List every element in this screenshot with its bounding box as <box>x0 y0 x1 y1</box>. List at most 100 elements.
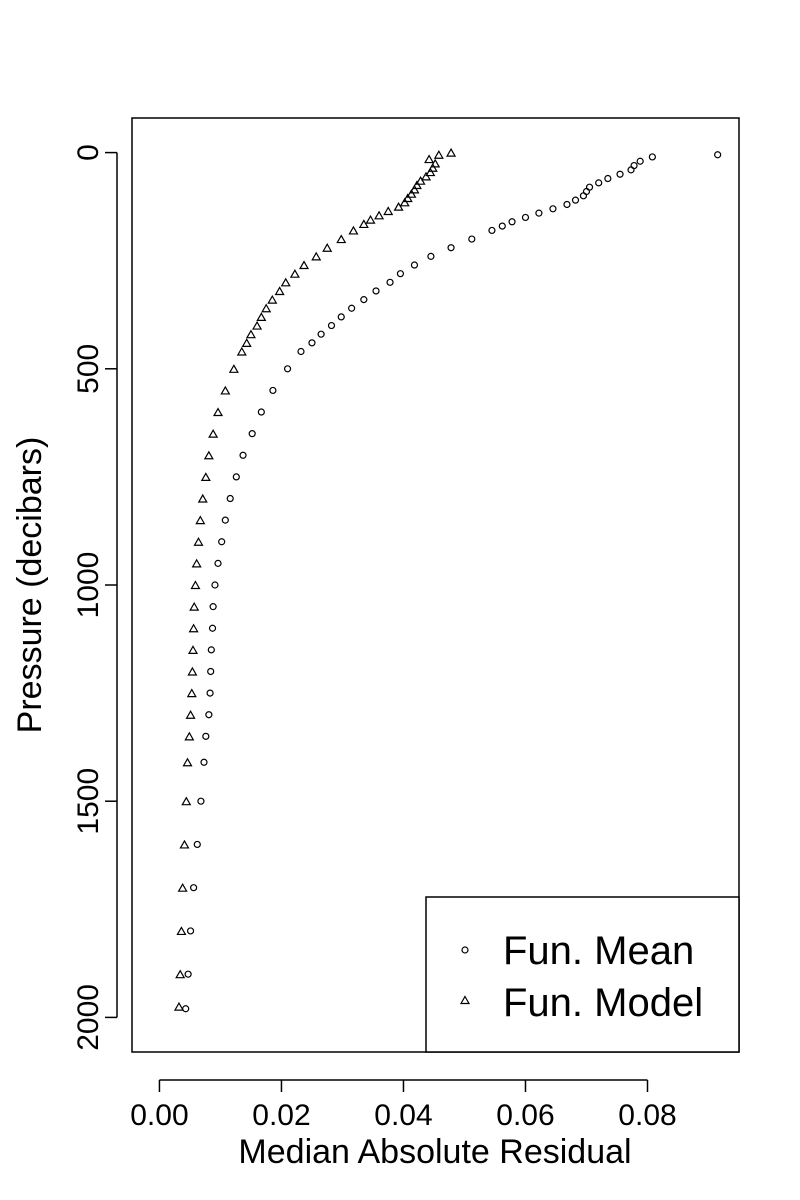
point-fun-model <box>411 180 422 190</box>
point-fun-model <box>336 234 347 244</box>
point-fun-model <box>189 601 200 611</box>
point-fun-mean <box>211 581 219 589</box>
point-fun-mean <box>209 603 217 611</box>
point-fun-mean <box>348 304 356 312</box>
x-axis-title: Median Absolute Residual <box>238 1133 631 1171</box>
point-fun-mean <box>627 166 635 174</box>
legend: Fun. Mean Fun. Model <box>425 896 740 1053</box>
point-fun-mean <box>714 151 722 159</box>
legend-marker-fun-mean <box>461 946 469 954</box>
point-fun-mean <box>595 179 603 187</box>
point-fun-mean <box>468 235 476 243</box>
point-fun-model <box>383 206 394 216</box>
point-fun-mean <box>579 192 588 200</box>
point-fun-model <box>188 623 199 633</box>
point-fun-model <box>311 251 322 261</box>
point-fun-mean <box>427 252 435 260</box>
point-fun-model <box>181 796 192 806</box>
point-fun-mean <box>207 667 215 676</box>
y-tick-label: 0 <box>72 144 105 161</box>
point-fun-model <box>425 167 436 177</box>
point-fun-model <box>245 329 256 339</box>
point-fun-mean <box>206 689 214 697</box>
point-fun-model <box>173 1001 185 1011</box>
point-fun-model <box>374 210 385 220</box>
point-fun-mean <box>208 624 217 632</box>
point-fun-mean <box>200 758 208 766</box>
point-fun-mean <box>604 174 612 183</box>
point-fun-mean <box>308 339 316 347</box>
point-fun-mean <box>248 430 256 438</box>
point-fun-model <box>236 346 247 356</box>
point-fun-mean <box>372 287 380 295</box>
x-tick-label: 0.02 <box>252 1099 310 1132</box>
point-fun-mean <box>488 226 496 235</box>
point-fun-mean <box>218 538 226 546</box>
point-fun-model <box>208 428 219 438</box>
legend-box <box>425 896 740 1053</box>
point-fun-model <box>195 515 206 525</box>
y-axis: 0 500 1000 1500 2000 <box>72 144 118 1051</box>
point-fun-model <box>252 320 263 330</box>
point-fun-mean <box>337 313 345 321</box>
point-fun-model <box>185 710 196 719</box>
point-fun-model <box>256 312 267 322</box>
point-fun-model <box>358 219 369 229</box>
point-fun-mean <box>648 153 656 161</box>
point-fun-model <box>220 385 231 395</box>
point-fun-mean <box>257 408 265 416</box>
point-fun-model <box>203 450 214 460</box>
point-fun-mean <box>207 646 215 654</box>
point-fun-model <box>274 286 285 296</box>
x-tick-label: 0.08 <box>618 1099 676 1132</box>
y-tick-label: 500 <box>72 344 105 394</box>
point-fun-mean <box>636 157 644 165</box>
point-fun-model <box>175 969 186 979</box>
point-fun-model <box>187 666 198 676</box>
point-fun-mean <box>297 347 305 356</box>
y-tick-label: 1000 <box>72 552 105 619</box>
point-fun-model <box>393 201 404 211</box>
point-fun-model <box>241 338 252 347</box>
point-fun-model <box>212 407 224 417</box>
point-fun-mean <box>508 218 516 226</box>
point-fun-model <box>424 154 435 164</box>
point-fun-mean <box>535 209 543 217</box>
x-axis: 0.00 0.02 0.04 0.06 0.08 <box>130 1079 677 1132</box>
point-fun-model <box>430 158 441 168</box>
point-fun-mean <box>205 711 213 719</box>
point-fun-mean <box>360 296 368 304</box>
point-fun-mean <box>184 970 192 978</box>
point-fun-mean <box>214 559 222 567</box>
point-fun-model <box>182 757 193 767</box>
point-fun-mean <box>498 222 506 230</box>
point-fun-mean <box>269 386 277 395</box>
legend-label-fun-mean: Fun. Mean <box>503 929 694 973</box>
point-fun-mean <box>239 451 247 459</box>
point-fun-model <box>415 175 426 185</box>
point-fun-model <box>193 537 204 546</box>
point-fun-mean <box>616 170 624 178</box>
point-fun-model <box>187 645 199 654</box>
y-tick-label: 1500 <box>72 768 105 835</box>
point-fun-model <box>289 268 300 278</box>
point-fun-model <box>409 184 420 194</box>
point-fun-mean <box>571 196 580 204</box>
point-fun-model <box>197 493 208 503</box>
point-fun-model <box>267 294 278 304</box>
point-fun-model <box>406 188 417 198</box>
point-fun-model <box>399 197 410 207</box>
point-fun-model <box>177 882 188 892</box>
point-fun-mean <box>327 321 336 330</box>
point-fun-mean <box>202 732 210 740</box>
point-fun-model <box>433 150 444 159</box>
y-tick-label: 2000 <box>72 984 105 1051</box>
point-fun-mean <box>549 205 557 213</box>
point-fun-mean <box>386 278 394 286</box>
point-fun-mean <box>317 330 325 338</box>
point-fun-mean <box>447 244 455 252</box>
point-fun-mean <box>396 270 405 278</box>
point-fun-model <box>348 225 359 235</box>
data-points <box>173 147 722 1013</box>
